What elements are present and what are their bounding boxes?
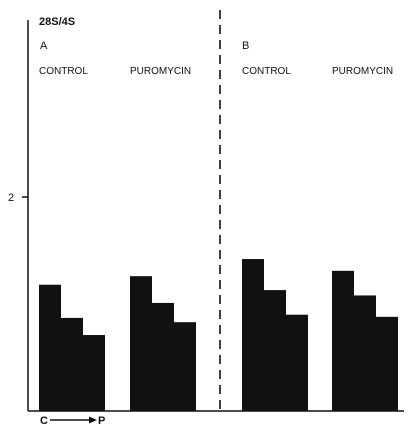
bar-panel-b-control-3 — [286, 314, 308, 411]
bar-panel-a-control-3 — [83, 335, 105, 411]
direction-label-to: P — [98, 415, 105, 425]
panel-b-puromycin-label: PUROMYCIN — [332, 66, 393, 77]
panel-a-puromycin-label: PUROMYCIN — [130, 66, 191, 77]
bar-panel-a-puromycin-3 — [174, 322, 196, 411]
direction-label-from: C — [40, 415, 48, 425]
bar-panel-a-puromycin-2 — [152, 302, 174, 411]
bar-panel-a-control-2 — [61, 317, 83, 411]
bar-panel-b-puromycin-2 — [354, 295, 376, 411]
panel-b-control-label: CONTROL — [242, 66, 291, 77]
bar-panel-a-puromycin-1 — [130, 276, 152, 411]
bar-panel-b-control-1 — [242, 259, 264, 411]
bar-panel-b-puromycin-1 — [332, 270, 354, 411]
bar-panel-a-control-1 — [39, 284, 61, 411]
bar-panel-b-puromycin-3 — [376, 316, 398, 411]
y-axis-label: 28S/4S — [39, 16, 75, 28]
direction-arrow-head — [89, 416, 97, 424]
panel-a-control-label: CONTROL — [39, 66, 88, 77]
y-tick-label: 2 — [8, 192, 14, 204]
panel-a-label: A — [40, 40, 48, 52]
bar-panel-b-control-2 — [264, 290, 286, 411]
panel-b-label: B — [242, 40, 249, 52]
